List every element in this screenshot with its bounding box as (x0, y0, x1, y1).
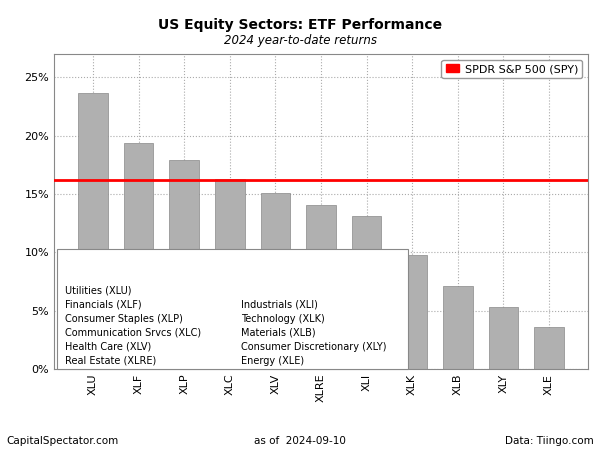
Text: 2024 year-to-date returns: 2024 year-to-date returns (223, 34, 377, 47)
Text: Data: Tiingo.com: Data: Tiingo.com (505, 436, 594, 446)
Bar (443, 286, 473, 369)
Bar (488, 307, 518, 369)
Bar (397, 255, 427, 369)
Legend: SPDR S&P 500 (SPY): SPDR S&P 500 (SPY) (441, 59, 583, 78)
Bar (78, 93, 108, 369)
Text: Utilities (XLU)
Financials (XLF)
Consumer Staples (XLP)
Communication Srvcs (XLC: Utilities (XLU) Financials (XLF) Consume… (65, 286, 201, 366)
Text: Industrials (XLI)
Technology (XLK)
Materials (XLB)
Consumer Discretionary (XLY)
: Industrials (XLI) Technology (XLK) Mater… (241, 300, 386, 366)
Bar (215, 179, 245, 369)
Text: CapitalSpectator.com: CapitalSpectator.com (6, 436, 118, 446)
Bar (169, 160, 199, 369)
Bar (260, 193, 290, 369)
FancyBboxPatch shape (56, 249, 409, 369)
Text: as of  2024-09-10: as of 2024-09-10 (254, 436, 346, 446)
Text: US Equity Sectors: ETF Performance: US Equity Sectors: ETF Performance (158, 18, 442, 32)
Bar (352, 216, 382, 369)
Bar (124, 143, 154, 369)
Bar (306, 204, 336, 369)
Bar (534, 327, 564, 369)
